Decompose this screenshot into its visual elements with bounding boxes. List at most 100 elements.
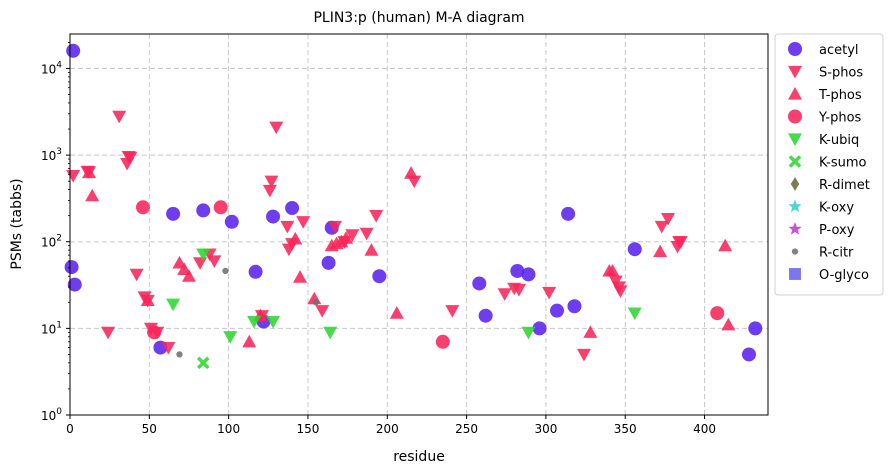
data-point	[497, 288, 512, 301]
data-point	[247, 315, 262, 329]
data-points	[64, 43, 763, 370]
legend-item-s-phos: S-phos	[788, 66, 863, 81]
data-point	[389, 306, 404, 319]
data-point	[567, 299, 582, 314]
data-point	[407, 175, 422, 189]
legend-marker	[788, 155, 802, 168]
data-point	[721, 317, 736, 331]
data-point	[193, 257, 208, 270]
series-s-phos	[66, 110, 688, 362]
data-point	[542, 286, 557, 300]
data-point	[196, 203, 211, 218]
legend-marker	[788, 42, 802, 56]
legend-marker	[789, 268, 801, 280]
data-point	[288, 231, 303, 245]
legend-item-r-dimet: R-dimet	[790, 177, 870, 193]
data-point	[222, 267, 229, 275]
legend-label: acetyl	[819, 43, 859, 58]
data-point	[364, 243, 379, 256]
data-point	[224, 214, 239, 229]
data-point	[710, 306, 725, 321]
data-point	[181, 269, 196, 282]
legend-marker	[788, 133, 802, 146]
data-point	[345, 229, 360, 242]
data-point	[296, 216, 311, 229]
data-point	[673, 236, 688, 249]
data-point	[583, 325, 598, 338]
data-point	[140, 293, 155, 307]
data-point	[718, 238, 733, 252]
y-tick-label: 100	[41, 407, 62, 423]
legend-label: K-ubiq	[819, 133, 859, 148]
legend-marker	[788, 109, 802, 124]
data-point	[266, 315, 281, 329]
x-tick-label: 350	[614, 422, 637, 436]
data-point	[561, 206, 576, 221]
legend-item-o-glyco: O-glyco	[789, 268, 869, 283]
x-tick-label: 150	[297, 422, 320, 436]
legend-item-k-sumo: K-sumo	[788, 155, 867, 171]
data-point	[327, 220, 342, 234]
data-point	[321, 255, 336, 270]
data-point	[613, 285, 628, 298]
data-point	[166, 298, 181, 312]
legend-item-acetyl: acetyl	[788, 42, 859, 58]
chart-title: PLIN3:p (human) M-A diagram	[313, 10, 524, 26]
data-point	[66, 170, 81, 183]
x-axis: 0 50 100 150 200 250 300 350 400	[66, 415, 716, 436]
data-point	[66, 43, 81, 58]
data-point	[112, 110, 127, 124]
data-point	[264, 175, 279, 189]
legend-label: R-dimet	[819, 178, 870, 193]
legend-marker	[788, 87, 802, 100]
legend-item-y-phos: Y-phos	[788, 109, 862, 126]
y-tick-label: 103	[41, 147, 62, 163]
data-point	[285, 201, 300, 216]
data-point	[510, 263, 525, 278]
legend: acetyl S-phos T-phos Y-phos K-ubiq K-sumo R-di…	[774, 33, 884, 296]
data-point	[129, 268, 144, 282]
series-r-citr	[176, 267, 320, 358]
data-point	[312, 299, 320, 306]
x-tick-label: 200	[376, 422, 399, 436]
data-point	[266, 209, 281, 224]
legend-frame	[774, 33, 884, 296]
data-point	[576, 348, 591, 362]
data-point	[315, 305, 330, 318]
legend-label: P-oxy	[819, 223, 855, 238]
data-point	[359, 227, 374, 241]
data-point	[262, 184, 277, 198]
legend-label: Y-phos	[818, 111, 862, 126]
x-tick-label: 0	[66, 422, 74, 436]
legend-marker	[788, 199, 802, 213]
data-point	[64, 260, 79, 275]
data-point	[248, 264, 263, 279]
data-point	[532, 321, 547, 336]
legend-item-t-phos: T-phos	[788, 87, 862, 103]
legend-marker	[790, 177, 800, 191]
x-tick-label: 50	[142, 422, 157, 436]
data-point	[207, 255, 222, 268]
series-t-phos	[82, 165, 736, 348]
data-point	[147, 325, 162, 340]
x-tick-label: 300	[534, 422, 557, 436]
data-point	[166, 206, 181, 221]
legend-label: O-glyco	[819, 268, 869, 283]
legend-marker	[788, 65, 802, 79]
data-point	[101, 326, 116, 340]
data-point	[280, 220, 295, 234]
data-point	[627, 307, 642, 321]
data-point	[472, 276, 487, 291]
series-k-ubiq	[166, 248, 642, 344]
data-point	[478, 308, 493, 323]
data-point	[323, 326, 338, 340]
y-tick-label: 101	[41, 320, 62, 336]
x-tick-label: 100	[217, 422, 240, 436]
x-tick-label: 400	[693, 422, 716, 436]
data-point	[135, 200, 150, 215]
y-tick-label: 102	[41, 234, 62, 250]
data-point	[748, 321, 763, 336]
legend-label: T-phos	[818, 88, 862, 103]
data-point	[223, 331, 238, 344]
data-point	[67, 277, 82, 292]
